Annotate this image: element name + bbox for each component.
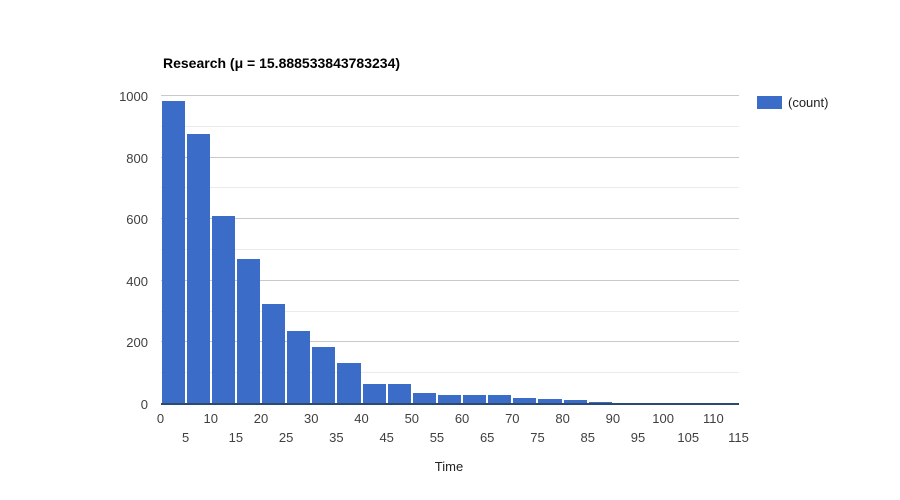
x-tick-label-50: 50 <box>404 411 420 426</box>
y-tick-label-400: 400 <box>126 273 148 289</box>
x-axis-title: Time <box>434 459 464 474</box>
plot-area <box>160 95 739 405</box>
bar-15-20[interactable] <box>236 259 261 404</box>
bar-35-40[interactable] <box>337 362 361 404</box>
bar-25-30[interactable] <box>287 330 311 404</box>
y-tick-label-200: 200 <box>126 335 148 351</box>
x-tick-label-65: 65 <box>479 430 495 445</box>
x-tick-label-55: 55 <box>429 430 445 445</box>
bar-45-50[interactable] <box>387 384 411 404</box>
x-tick-label-95: 95 <box>630 430 646 445</box>
bar-80-85[interactable] <box>563 400 587 404</box>
y-tick-label-600: 600 <box>126 212 148 228</box>
x-tick-label-20: 20 <box>253 411 269 426</box>
x-tick-label-15: 15 <box>228 430 244 445</box>
x-tick-label-70: 70 <box>505 411 520 426</box>
bar-75-80[interactable] <box>538 398 562 404</box>
bar-40-45[interactable] <box>362 383 386 404</box>
bar-20-25[interactable] <box>262 304 286 404</box>
bar-0-5[interactable] <box>161 100 185 404</box>
x-tick-label-115: 115 <box>728 430 749 445</box>
bar-10-15[interactable] <box>211 215 235 404</box>
x-axis-baseline <box>160 403 739 405</box>
legend-swatch-icon <box>757 96 782 109</box>
x-tick-label-90: 90 <box>605 411 621 426</box>
y-tick-label-800: 800 <box>126 150 148 166</box>
x-tick-label-30: 30 <box>304 411 319 426</box>
x-tick-label-45: 45 <box>379 430 394 445</box>
bar-85-90[interactable] <box>588 401 612 404</box>
bar-30-35[interactable] <box>312 347 336 404</box>
gridline-600 <box>160 218 739 220</box>
x-tick-label-100: 100 <box>652 411 674 426</box>
x-tick-label-75: 75 <box>530 430 545 445</box>
x-tick-label-85: 85 <box>580 430 595 445</box>
gridline-900 <box>160 125 739 127</box>
y-tick-label-1000: 1000 <box>119 89 148 104</box>
bar-65-70[interactable] <box>488 394 512 404</box>
gridline-500 <box>160 249 739 250</box>
bar-50-55[interactable] <box>412 393 436 404</box>
x-tick-label-60: 60 <box>454 411 470 426</box>
gridline-800 <box>160 156 739 158</box>
gridline-1000 <box>160 95 739 96</box>
x-tick-label-10: 10 <box>203 411 218 426</box>
x-tick-label-5: 5 <box>182 430 190 445</box>
x-tick-label-40: 40 <box>354 411 369 426</box>
bar-60-65[interactable] <box>463 395 487 404</box>
x-tick-label-25: 25 <box>278 430 294 445</box>
bar-5-10[interactable] <box>186 133 210 404</box>
x-tick-label-105: 105 <box>677 430 700 445</box>
x-tick-label-35: 35 <box>329 430 344 445</box>
x-tick-label-110: 110 <box>702 411 724 426</box>
bar-70-75[interactable] <box>513 398 537 404</box>
y-tick-label-0: 0 <box>140 397 148 412</box>
x-tick-label-80: 80 <box>555 411 570 426</box>
legend[interactable]: (count) <box>757 95 828 110</box>
gridline-700 <box>160 187 739 189</box>
legend-label: (count) <box>788 95 829 110</box>
bar-55-60[interactable] <box>437 395 462 404</box>
x-tick-label-0: 0 <box>156 411 165 426</box>
chart-title: Research (μ = 15.888533843783234) <box>163 55 401 71</box>
